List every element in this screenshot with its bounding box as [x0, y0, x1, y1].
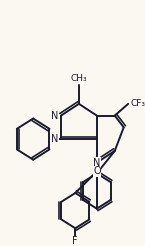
Text: N: N: [93, 158, 100, 168]
Text: F: F: [72, 236, 78, 246]
Text: CF₃: CF₃: [130, 99, 145, 108]
Text: O: O: [93, 167, 101, 176]
Text: N: N: [51, 111, 58, 121]
Text: N: N: [51, 134, 58, 144]
Text: CH₃: CH₃: [71, 74, 87, 83]
